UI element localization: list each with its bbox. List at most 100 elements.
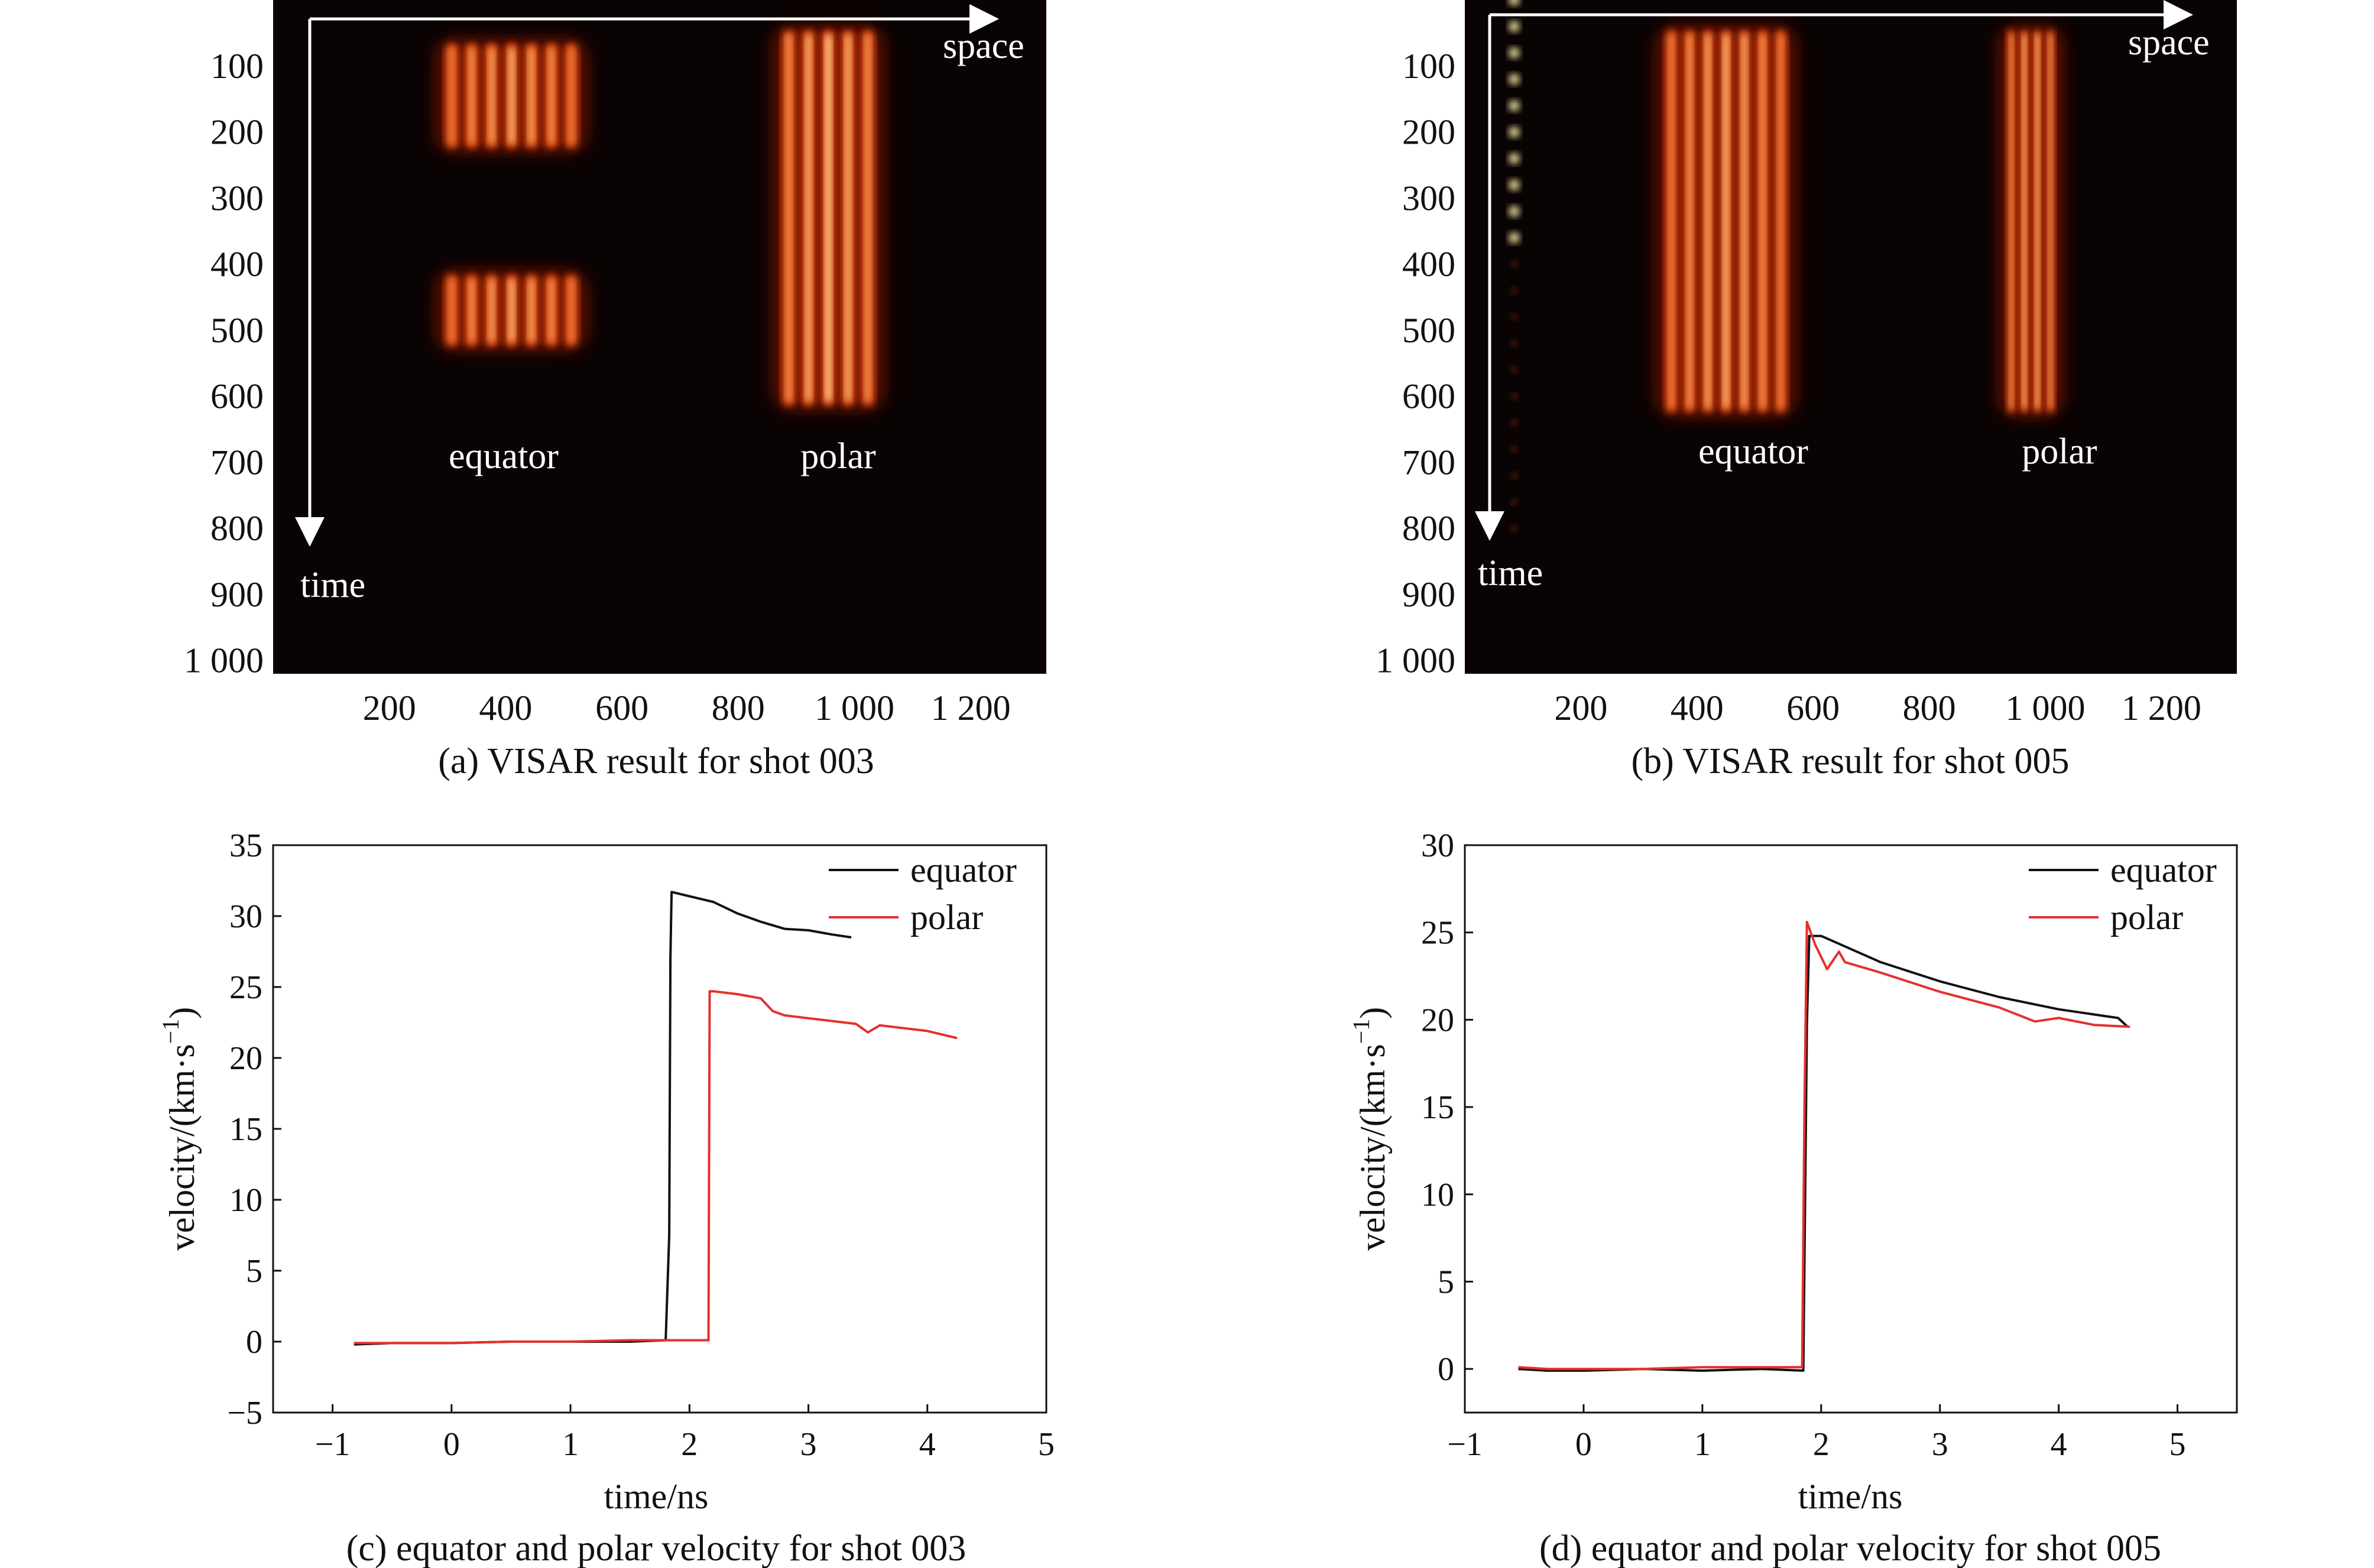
fiducial-dot	[1509, 47, 1520, 59]
streak-core-equator	[468, 48, 475, 144]
panel-d-xlabel: time/ns	[1798, 1477, 1903, 1516]
panel-c: −1 0 1 2 3 4 5 −5 0 5 10 15 20 25 30 35 equator polar t…	[157, 827, 1055, 1568]
panel-c-caption: (c) equator and polar velocity for shot …	[346, 1528, 967, 1568]
y-tick-label: 5	[1438, 1264, 1454, 1300]
x-tick-label: 400	[479, 689, 532, 728]
streak-core-equator	[1759, 34, 1766, 408]
panel-b-y-ticks: 100 200 300 400 500 600 700 800 900 1 000	[1376, 47, 1455, 680]
panel-c-ticks: −1 0 1 2 3 4 5 −5 0 5 10 15 20 25 30 35	[227, 827, 1055, 1463]
panel-a-label-polar: polar	[800, 436, 876, 476]
x-tick-label: 1 000	[2005, 689, 2085, 728]
x-tick-label: 200	[1554, 689, 1607, 728]
fiducial-dot	[1509, 0, 1520, 5]
panel-d-ylabel-exp: −1	[1348, 1019, 1374, 1044]
fiducial-dot	[1509, 153, 1520, 164]
x-tick-label: −1	[1447, 1426, 1483, 1463]
panel-a-label-equator: equator	[449, 436, 559, 476]
streak-core-equator	[468, 279, 475, 342]
panel-a-image	[273, 0, 1046, 674]
x-tick-label: 3	[800, 1426, 817, 1463]
y-tick-label: 1 000	[1376, 641, 1455, 680]
panel-c-series	[353, 891, 958, 1346]
x-tick-label: −1	[315, 1426, 351, 1463]
fiducial-dot	[1509, 100, 1520, 111]
x-tick-label: 1	[1694, 1426, 1711, 1463]
y-tick-label: 100	[1402, 47, 1455, 86]
fiducial-dot	[1509, 206, 1520, 217]
panel-d-legend: equator polar	[2029, 850, 2217, 937]
streak-core-equator	[488, 48, 495, 144]
y-tick-label: 20	[1421, 1002, 1454, 1038]
panel-b-caption: (b) VISAR result for shot 005	[1631, 741, 2069, 781]
y-tick-label: 1 000	[184, 641, 264, 680]
panel-c-legend-label-polar: polar	[910, 898, 983, 937]
streak-core-equator	[448, 48, 455, 144]
panel-c-legend-label-equator: equator	[910, 850, 1017, 889]
y-tick-label: 300	[210, 178, 264, 217]
fiducial-dot	[1511, 287, 1517, 294]
x-tick-label: 4	[2051, 1426, 2067, 1463]
streak-core-polar	[2009, 34, 2013, 408]
panel-a-x-ticks: 200 400 600 800 1 000 1 200	[363, 689, 1011, 728]
y-tick-label: 400	[210, 245, 264, 284]
y-tick-label: 25	[1421, 915, 1454, 952]
x-tick-label: 2	[681, 1426, 698, 1463]
panel-b-label-polar: polar	[2022, 431, 2097, 472]
panel-c-ylabel: velocity/(km·s−1)	[157, 1007, 202, 1251]
x-tick-label: 800	[712, 689, 765, 728]
panel-a-time-label: time	[300, 565, 365, 605]
y-tick-label: 10	[1421, 1177, 1454, 1213]
panel-c-xlabel: time/ns	[604, 1477, 709, 1516]
x-tick-label: 800	[1903, 689, 1956, 728]
panel-b: space time equator polar 100 200 300 400 500…	[1376, 0, 2237, 781]
series-line-equator	[1518, 934, 2129, 1372]
y-tick-label: 100	[210, 47, 264, 86]
fiducial-dot	[1511, 393, 1517, 400]
streak-core-equator	[528, 279, 535, 342]
panel-a-space-label: space	[943, 26, 1024, 66]
streak-core-polar	[825, 34, 832, 401]
x-tick-label: 1 200	[931, 689, 1011, 728]
streak-core-equator	[528, 48, 535, 144]
streak-core-equator	[567, 279, 575, 342]
streak-core-equator	[1668, 34, 1675, 408]
x-tick-label: 0	[1575, 1426, 1592, 1463]
fiducial-dot	[1509, 179, 1520, 190]
panel-d: −1 0 1 2 3 4 5 0 5 10 15 20 25 30 equator polar time/…	[1348, 827, 2238, 1568]
panel-b-streaks	[1656, 26, 2063, 417]
panel-d-series	[1518, 921, 2130, 1372]
panel-c-ylabel-text: velocity/(km·s	[163, 1044, 202, 1251]
y-tick-label: 5	[246, 1253, 262, 1290]
fiducial-dot	[1511, 340, 1517, 347]
x-tick-label: 600	[1786, 689, 1840, 728]
panel-b-space-label: space	[2128, 22, 2210, 63]
fiducial-dot	[1509, 74, 1520, 85]
y-tick-label: 800	[1402, 509, 1455, 548]
x-tick-label: 1 200	[2122, 689, 2201, 728]
y-tick-label: 30	[229, 898, 262, 935]
streak-core-equator	[1723, 34, 1729, 408]
panel-c-ylabel-close: )	[163, 1007, 202, 1019]
x-tick-label: 1	[562, 1426, 579, 1463]
y-tick-label: 300	[1402, 178, 1455, 217]
y-tick-label: 200	[1402, 113, 1455, 152]
y-tick-label: 10	[229, 1182, 262, 1219]
y-tick-label: 35	[229, 827, 262, 864]
panel-a-caption: (a) VISAR result for shot 003	[438, 741, 874, 781]
y-tick-label: 20	[229, 1040, 262, 1077]
panel-d-legend-label-polar: polar	[2110, 898, 2183, 937]
streak-core-equator	[548, 48, 555, 144]
x-tick-label: 5	[2169, 1426, 2186, 1463]
panel-c-ylabel-exp: −1	[157, 1019, 184, 1044]
streak-core-polar	[864, 34, 871, 401]
x-tick-label: 1 000	[815, 689, 894, 728]
y-tick-label: 25	[229, 969, 262, 1006]
y-tick-label: 0	[246, 1324, 262, 1361]
x-tick-label: 2	[1813, 1426, 1830, 1463]
y-tick-label: 15	[229, 1111, 262, 1148]
series-line-polar	[1518, 921, 2130, 1371]
panel-a: space time equator polar 100 200 300 400 500…	[184, 0, 1046, 781]
streak-core-polar	[805, 34, 812, 401]
y-tick-label: 600	[1402, 377, 1455, 416]
fiducial-dot	[1511, 499, 1517, 505]
